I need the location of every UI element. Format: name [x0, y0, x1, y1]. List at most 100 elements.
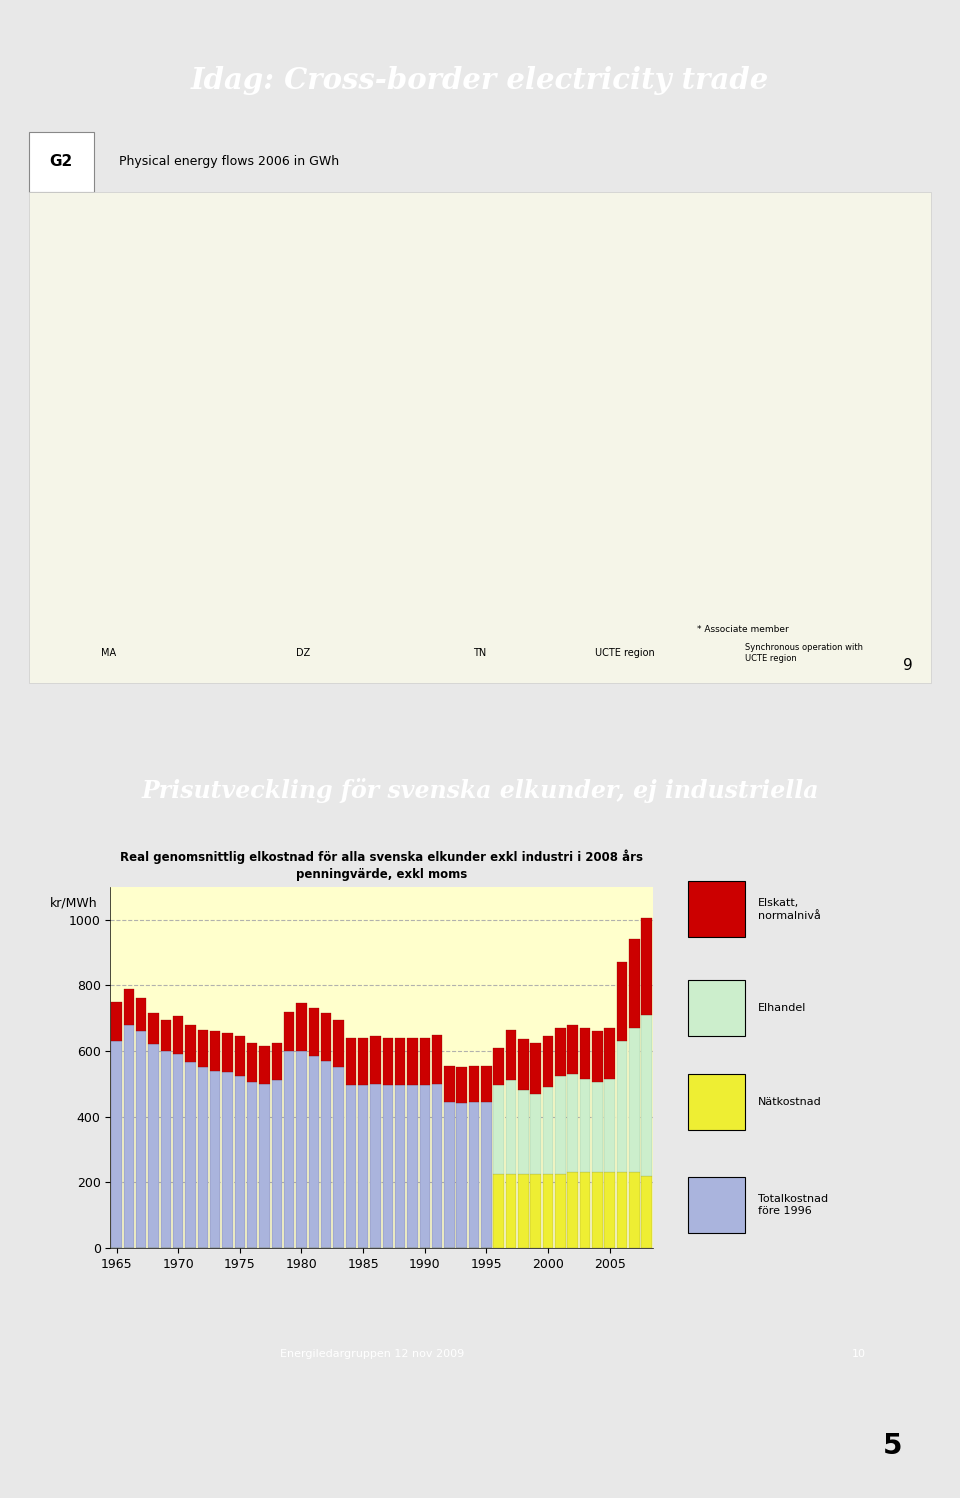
- Bar: [616, 962, 627, 1041]
- Bar: [371, 1037, 381, 1083]
- Bar: [223, 1032, 232, 1073]
- Bar: [506, 1174, 516, 1248]
- Bar: [518, 1040, 529, 1091]
- Text: Totalkostnad
före 1996: Totalkostnad före 1996: [757, 1194, 828, 1216]
- Bar: [641, 918, 652, 1014]
- Text: 5: 5: [883, 1432, 902, 1459]
- Text: kr/MWh: kr/MWh: [50, 897, 97, 909]
- Bar: [555, 1076, 565, 1174]
- Bar: [308, 1008, 319, 1056]
- Bar: [531, 1043, 540, 1094]
- Bar: [616, 1041, 627, 1173]
- Title: Real genomsnittlig elkostnad för alla svenska elkunder exkl industri i 2008 års
: Real genomsnittlig elkostnad för alla sv…: [120, 849, 643, 881]
- Text: 9: 9: [903, 658, 913, 673]
- Bar: [444, 1065, 455, 1103]
- Text: MA: MA: [102, 649, 116, 658]
- Bar: [567, 1025, 578, 1074]
- Bar: [173, 1055, 183, 1248]
- Bar: [198, 1029, 208, 1068]
- Text: Physical energy flows 2006 in GWh: Physical energy flows 2006 in GWh: [119, 156, 339, 168]
- Bar: [358, 1038, 369, 1086]
- Bar: [210, 1031, 221, 1071]
- Bar: [382, 1038, 393, 1086]
- Bar: [687, 1177, 745, 1233]
- Bar: [284, 1052, 295, 1248]
- Bar: [272, 1043, 282, 1080]
- Bar: [395, 1086, 405, 1248]
- Text: 10: 10: [852, 1350, 866, 1359]
- Bar: [432, 1083, 443, 1248]
- Bar: [592, 1173, 603, 1248]
- Bar: [531, 1094, 540, 1174]
- Bar: [259, 1046, 270, 1083]
- Bar: [493, 1047, 504, 1086]
- Bar: [592, 1082, 603, 1173]
- Bar: [346, 1086, 356, 1248]
- Text: DZ: DZ: [297, 649, 310, 658]
- Bar: [223, 1073, 232, 1248]
- Bar: [518, 1091, 529, 1174]
- Bar: [124, 989, 134, 1025]
- Bar: [247, 1082, 257, 1248]
- Bar: [321, 1013, 331, 1061]
- Text: UCTE region: UCTE region: [595, 649, 655, 658]
- Bar: [284, 1011, 295, 1052]
- Bar: [111, 1041, 122, 1248]
- Text: Nätkostnad: Nätkostnad: [757, 1097, 822, 1107]
- Bar: [382, 1086, 393, 1248]
- Bar: [371, 1083, 381, 1248]
- Bar: [185, 1025, 196, 1062]
- Text: Synchronous operation with
UCTE region: Synchronous operation with UCTE region: [745, 644, 863, 662]
- Bar: [234, 1076, 245, 1248]
- Bar: [160, 1020, 171, 1052]
- Bar: [124, 1025, 134, 1248]
- Bar: [420, 1086, 430, 1248]
- Text: G2: G2: [50, 154, 73, 169]
- Bar: [185, 1062, 196, 1248]
- Text: Prisutveckling för svenska elkunder, ej industriella: Prisutveckling för svenska elkunder, ej …: [141, 779, 819, 803]
- Bar: [407, 1086, 418, 1248]
- Bar: [198, 1068, 208, 1248]
- Bar: [580, 1173, 590, 1248]
- Bar: [542, 1037, 553, 1088]
- Bar: [148, 1044, 158, 1248]
- Bar: [531, 1174, 540, 1248]
- Bar: [542, 1088, 553, 1174]
- Bar: [148, 1013, 158, 1044]
- Bar: [210, 1071, 221, 1248]
- Bar: [506, 1080, 516, 1174]
- Bar: [542, 1174, 553, 1248]
- Bar: [687, 980, 745, 1035]
- Bar: [297, 1052, 306, 1248]
- Text: Elhandel: Elhandel: [757, 1002, 805, 1013]
- Bar: [333, 1068, 344, 1248]
- Bar: [592, 1031, 603, 1082]
- Bar: [308, 1056, 319, 1248]
- Bar: [136, 1031, 147, 1248]
- Bar: [234, 1037, 245, 1076]
- Bar: [555, 1174, 565, 1248]
- Text: Energiledargruppen 12 nov 2009: Energiledargruppen 12 nov 2009: [279, 1350, 464, 1359]
- Bar: [111, 1002, 122, 1041]
- Bar: [247, 1043, 257, 1082]
- Bar: [136, 998, 147, 1031]
- Bar: [605, 1028, 615, 1079]
- Bar: [687, 881, 745, 938]
- Bar: [629, 1173, 639, 1248]
- Bar: [358, 1086, 369, 1248]
- Bar: [444, 1103, 455, 1248]
- Bar: [29, 132, 94, 192]
- Bar: [641, 1176, 652, 1248]
- Bar: [420, 1038, 430, 1086]
- Bar: [333, 1020, 344, 1068]
- Bar: [629, 1028, 639, 1173]
- Bar: [616, 1173, 627, 1248]
- Bar: [321, 1061, 331, 1248]
- Text: * Associate member: * Associate member: [697, 625, 788, 634]
- Text: TN: TN: [473, 649, 487, 658]
- Bar: [346, 1038, 356, 1086]
- Bar: [272, 1080, 282, 1248]
- Bar: [506, 1029, 516, 1080]
- Bar: [457, 1068, 467, 1104]
- Bar: [468, 1065, 479, 1103]
